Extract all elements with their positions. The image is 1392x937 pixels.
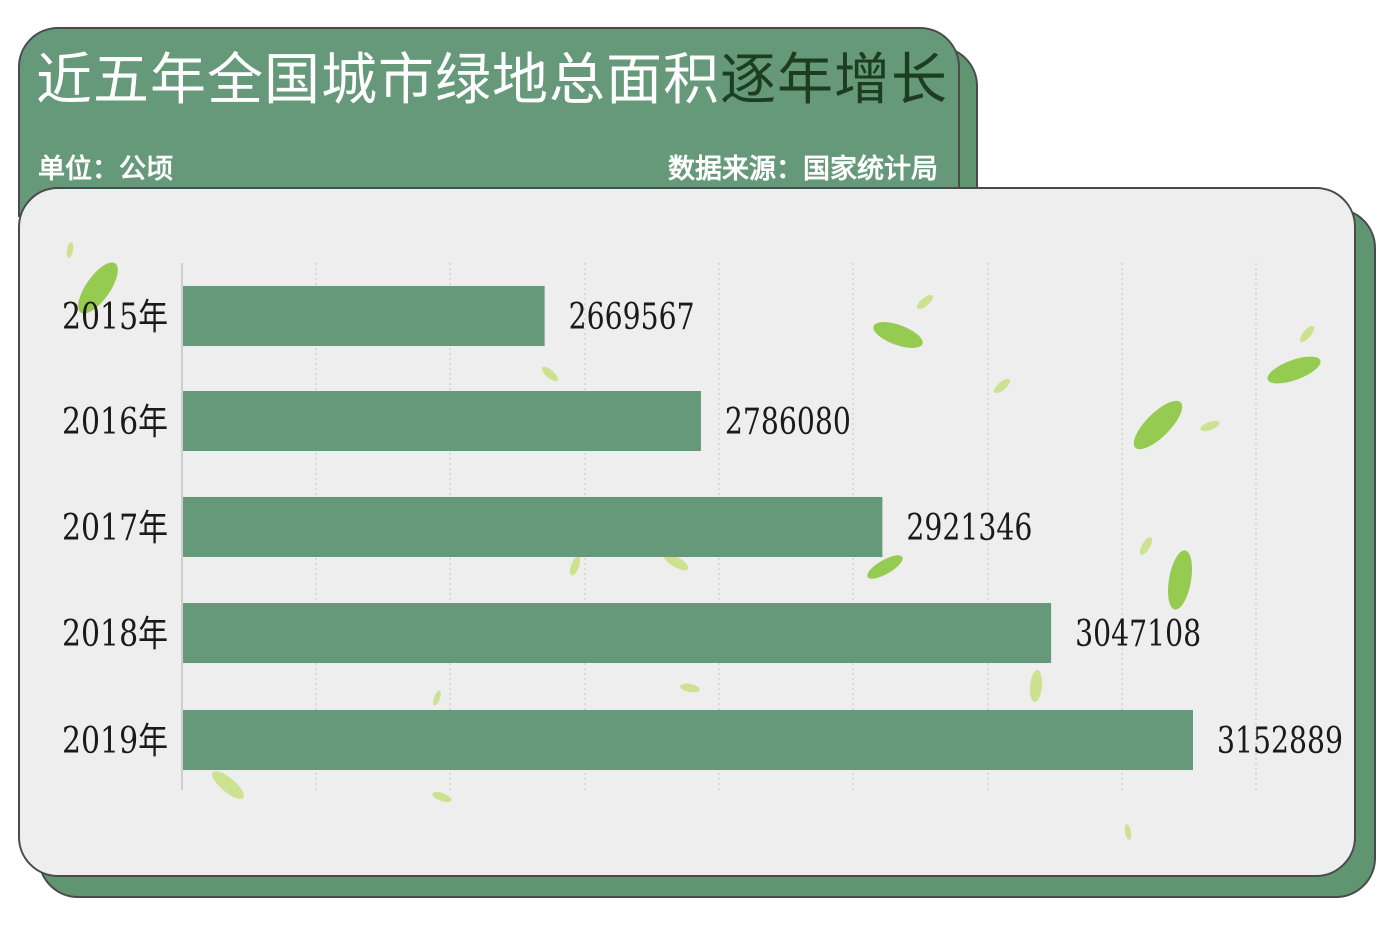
leaf-icon (873, 322, 923, 348)
source-label: 数据来源：国家统计局 (668, 154, 938, 185)
chart-title: 近五年全国城市绿地总面积逐年增长 (36, 47, 948, 115)
value-label: 2669567 (569, 297, 695, 338)
leaf-icon (867, 555, 903, 579)
category-label: 2015年 (62, 297, 168, 338)
leaf-icon (1133, 400, 1183, 450)
category-labels: 2015年 2016年 2017年 2018年 2019年 (62, 297, 168, 762)
category-label: 2016年 (62, 402, 168, 443)
leaf-decorations (66, 242, 1321, 840)
value-labels: 2669567 2786080 2921346 3047108 3152889 (569, 297, 1343, 762)
leaf-icon (1139, 537, 1153, 555)
leaf-icon (1200, 420, 1220, 432)
leaf-icon (993, 378, 1011, 394)
bar-2016年 (183, 391, 701, 451)
leaf-icon (663, 553, 689, 571)
value-label: 3047108 (1075, 614, 1201, 655)
bar-2015年 (183, 286, 545, 346)
leaf-icon (212, 771, 244, 799)
bar-2019年 (183, 710, 1193, 770)
leaf-icon (78, 262, 118, 314)
leaf-icon (916, 294, 934, 310)
leaf-icon (1299, 325, 1315, 343)
title-main: 近五年全国城市绿地总面积 (36, 48, 720, 113)
leaf-icon (432, 791, 452, 803)
header-banner: 近五年全国城市绿地总面积逐年增长 单位：公顷 数据来源：国家统计局 (18, 27, 960, 217)
leaf-icon (1167, 550, 1193, 610)
category-label: 2018年 (62, 614, 168, 655)
leaf-icon (1267, 356, 1321, 384)
leaf-icon (433, 690, 441, 706)
category-label: 2017年 (62, 508, 168, 549)
value-label: 3152889 (1217, 721, 1343, 762)
value-label: 2786080 (725, 402, 851, 443)
leaf-icon (66, 242, 74, 258)
leaf-icon (569, 556, 581, 576)
value-label: 2921346 (906, 508, 1032, 549)
title-highlight: 逐年增长 (720, 48, 948, 113)
leaf-icon (680, 683, 700, 693)
leaf-icon (541, 366, 559, 382)
leaf-icon (1124, 824, 1132, 840)
leaf-icon (1029, 670, 1043, 702)
category-label: 2019年 (62, 721, 168, 762)
bar-2018年 (183, 603, 1052, 663)
unit-label: 单位：公顷 (38, 154, 173, 185)
bar-2017年 (183, 497, 883, 557)
bars (183, 286, 1193, 770)
